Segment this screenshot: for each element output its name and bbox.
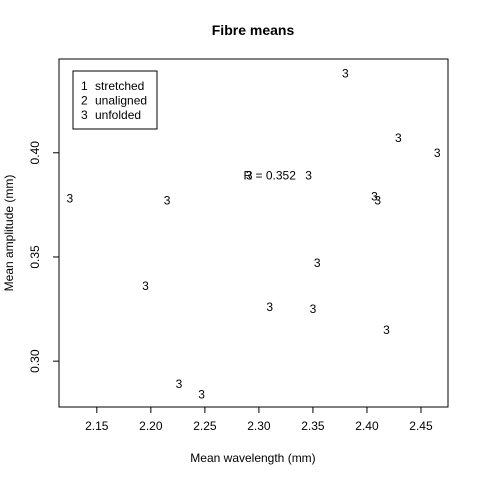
data-point: 3 (142, 279, 149, 293)
x-tick-label: 2.20 (139, 419, 163, 433)
plot-frame (58, 58, 449, 408)
legend-symbol: 3 (81, 108, 88, 122)
x-tick-label: 2.25 (193, 419, 217, 433)
data-point: 3 (395, 131, 402, 145)
data-point: 3 (305, 169, 312, 183)
data-point: 3 (66, 192, 73, 206)
legend-label: unaligned (95, 94, 147, 108)
x-tick-label: 2.30 (247, 419, 271, 433)
x-tick-label: 2.15 (85, 419, 109, 433)
correlation-annotation: R = 0.352 (244, 169, 297, 183)
data-point: 3 (383, 323, 390, 337)
chart-title: Fibre means (212, 22, 295, 38)
x-axis-label: Mean wavelength (mm) (190, 451, 315, 465)
legend-symbol: 1 (81, 79, 88, 93)
x-tick-label: 2.35 (301, 419, 325, 433)
data-point: 3 (266, 300, 273, 314)
data-point: 3 (374, 194, 381, 208)
data-point: 3 (314, 256, 321, 270)
y-axis: 0.30 0.35 0.40 (28, 141, 59, 373)
legend-label: unfolded (95, 108, 141, 122)
legend-symbol: 2 (81, 94, 88, 108)
data-point: 3 (246, 169, 253, 183)
y-tick-label: 0.40 (28, 141, 42, 165)
x-tick-label: 2.45 (409, 419, 433, 433)
y-tick-label: 0.30 (28, 349, 42, 373)
data-point: 3 (310, 302, 317, 316)
data-point: 3 (198, 387, 205, 401)
legend: 1 stretched 2 unaligned 3 unfolded (72, 70, 158, 130)
legend-label: stretched (95, 79, 144, 93)
data-point: 3 (176, 377, 183, 391)
x-tick-label: 2.40 (355, 419, 379, 433)
x-axis: 2.15 2.20 2.25 2.30 2.35 2.40 2.45 (85, 407, 433, 433)
y-tick-label: 0.35 (28, 245, 42, 269)
data-point: 3 (371, 190, 378, 204)
data-point: 3 (164, 194, 171, 208)
legend-box (72, 70, 158, 130)
data-point: 3 (342, 67, 349, 81)
data-point: 3 (434, 146, 441, 160)
y-axis-label: Mean amplitude (mm) (2, 175, 16, 292)
